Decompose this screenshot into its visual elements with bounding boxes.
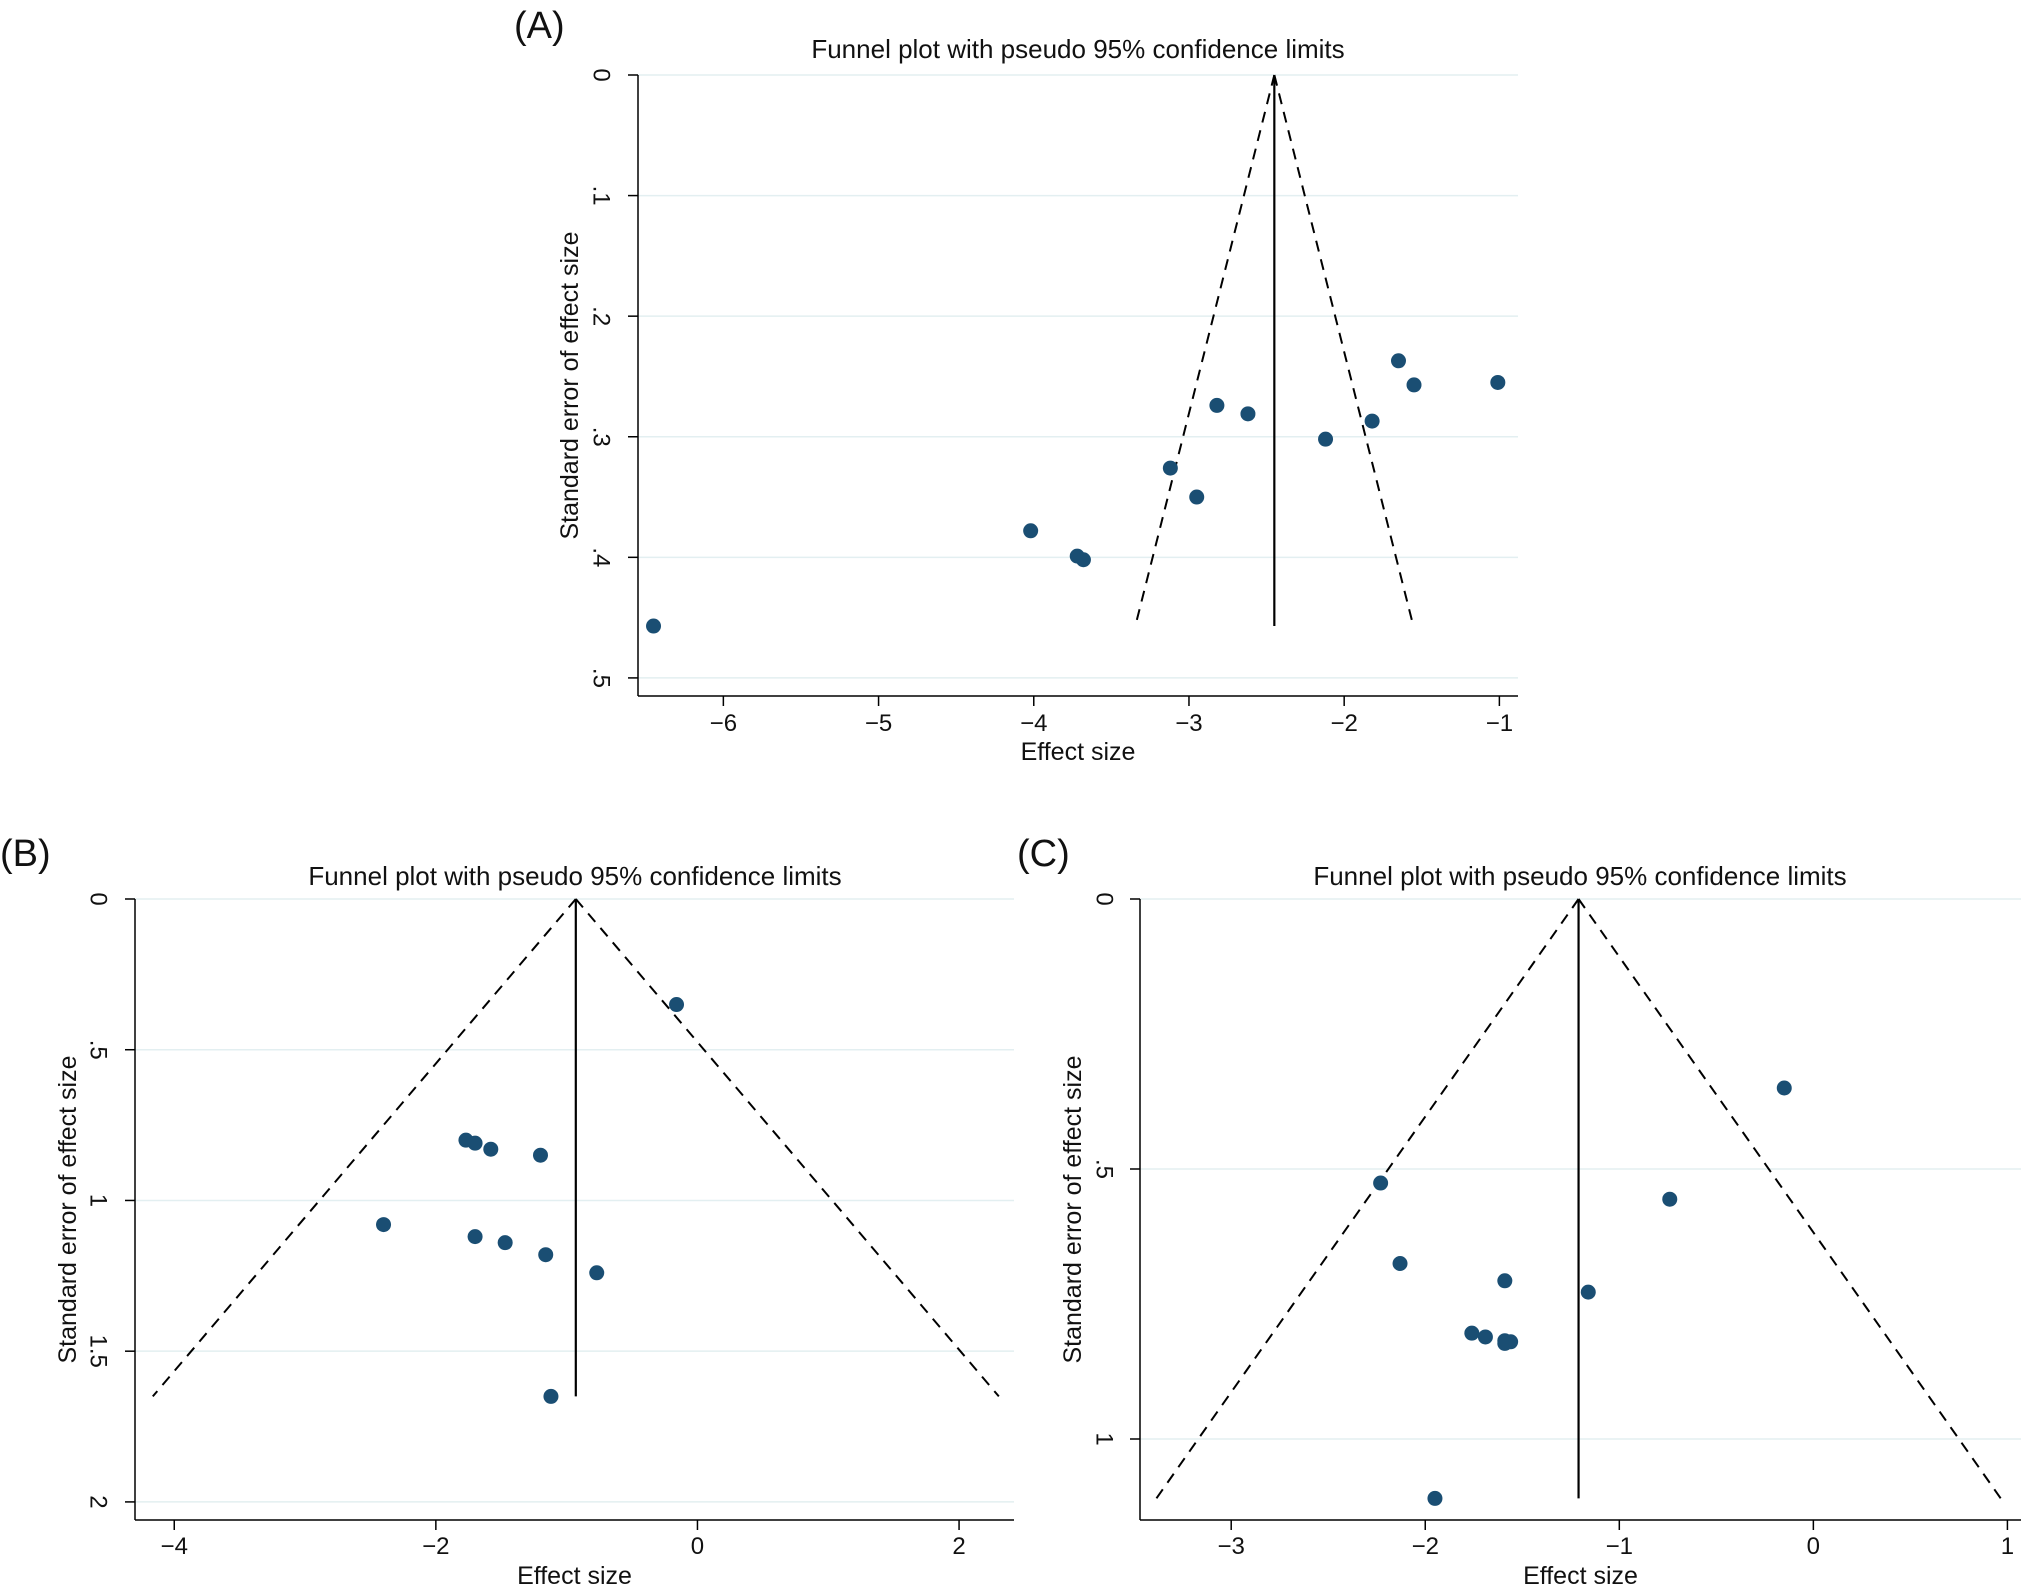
y-tick-label-a-5: .5 xyxy=(588,668,615,688)
ci-limit-right-c xyxy=(1577,898,2002,1499)
panel-a: 0 .1 .2 .3 .4 .5 −6 −5 −4 −3 −2 −1 Funnel plot with … xyxy=(514,5,1518,766)
x-tick-label-c-0: −3 xyxy=(1218,1533,1245,1560)
study-point-a-12 xyxy=(1490,374,1506,390)
study-point-a-3 xyxy=(1075,552,1091,568)
study-point-a-5 xyxy=(1189,489,1205,505)
x-tick-label-c-4: 1 xyxy=(2001,1533,2014,1560)
study-point-a-9 xyxy=(1364,413,1380,429)
study-point-c-2 xyxy=(1662,1191,1678,1207)
study-point-a-8 xyxy=(1318,431,1334,447)
y-tick-label-b-2: 1 xyxy=(85,1194,112,1207)
study-point-b-7 xyxy=(497,1235,513,1251)
y-tick-label-a-0: 0 xyxy=(588,68,615,81)
study-point-a-1 xyxy=(1023,523,1039,539)
study-point-c-4 xyxy=(1497,1273,1513,1289)
study-point-c-5 xyxy=(1580,1284,1596,1300)
study-point-b-0 xyxy=(669,997,685,1013)
x-tick-label-a-0: −6 xyxy=(710,710,737,737)
x-tick-label-a-2: −4 xyxy=(1020,710,1047,737)
y-axis-label-b: Standard error of effect size xyxy=(54,1055,82,1363)
x-tick-label-a-1: −5 xyxy=(865,710,892,737)
study-point-a-10 xyxy=(1390,353,1406,369)
y-tick-label-a-1: .1 xyxy=(588,186,615,206)
x-tick-label-a-3: −3 xyxy=(1175,710,1202,737)
y-axis-label-c: Standard error of effect size xyxy=(1059,1055,1087,1363)
study-point-b-6 xyxy=(467,1229,483,1245)
study-point-b-10 xyxy=(543,1388,559,1404)
study-point-a-6 xyxy=(1209,397,1225,413)
ci-limit-left-b xyxy=(152,898,577,1398)
y-axis-label-a: Standard error of effect size xyxy=(556,231,584,539)
panel-c: 0 .5 1 −3 −2 −1 0 1 Funnel plot with pseudo 95% … xyxy=(1017,833,2021,1590)
study-point-a-11 xyxy=(1406,377,1422,393)
y-tick-label-c-2: 1 xyxy=(1091,1432,1118,1445)
ci-limit-left-a xyxy=(1134,74,1276,627)
study-point-a-7 xyxy=(1240,406,1256,422)
x-tick-label-a-4: −2 xyxy=(1330,710,1357,737)
study-point-c-11 xyxy=(1427,1490,1443,1506)
study-point-b-3 xyxy=(483,1141,499,1157)
study-point-c-7 xyxy=(1477,1329,1493,1345)
study-point-c-3 xyxy=(1392,1256,1408,1271)
x-tick-label-b-2: 0 xyxy=(691,1533,704,1560)
y-tick-label-b-1: .5 xyxy=(85,1040,112,1060)
y-tick-label-c-1: .5 xyxy=(1091,1159,1118,1179)
y-tick-label-b-4: 2 xyxy=(85,1495,112,1508)
panel-label-a: (A) xyxy=(514,5,565,47)
x-axis-label-b: Effect size xyxy=(517,1562,632,1590)
ci-limit-right-b xyxy=(575,898,1000,1398)
x-tick-label-a-5: −1 xyxy=(1486,710,1513,737)
study-point-c-6 xyxy=(1464,1325,1480,1341)
y-tick-label-c-0: 0 xyxy=(1091,892,1118,905)
x-tick-label-c-3: 0 xyxy=(1807,1533,1820,1560)
chart-title-a: Funnel plot with pseudo 95% confidence l… xyxy=(811,34,1344,64)
x-tick-label-c-2: −1 xyxy=(1606,1533,1633,1560)
panel-label-b: (B) xyxy=(0,833,51,875)
y-tick-label-b-3: 1.5 xyxy=(85,1334,112,1367)
x-axis-label-a: Effect size xyxy=(1021,738,1136,766)
y-tick-label-a-2: .2 xyxy=(588,306,615,326)
panel-b: 0 .5 1 1.5 2 −4 −2 0 2 Funnel plot with pseudo 95… xyxy=(0,833,1014,1590)
chart-title-b: Funnel plot with pseudo 95% confidence l… xyxy=(308,861,841,891)
study-point-c-10 xyxy=(1497,1335,1513,1351)
ci-limit-left-c xyxy=(1155,898,1580,1499)
study-point-b-8 xyxy=(538,1247,554,1263)
study-point-b-4 xyxy=(532,1147,548,1163)
study-point-a-4 xyxy=(1162,460,1178,476)
chart-title-c: Funnel plot with pseudo 95% confidence l… xyxy=(1313,861,1846,891)
x-tick-label-b-0: −4 xyxy=(161,1533,188,1560)
ci-limit-right-a xyxy=(1273,74,1415,627)
study-point-b-5 xyxy=(376,1217,392,1233)
y-tick-label-b-0: 0 xyxy=(85,892,112,905)
study-point-b-2 xyxy=(467,1135,483,1151)
panel-label-c: (C) xyxy=(1017,833,1070,875)
study-point-c-0 xyxy=(1776,1080,1792,1096)
study-point-a-0 xyxy=(646,618,662,634)
x-tick-label-b-1: −2 xyxy=(422,1533,449,1560)
x-tick-label-c-1: −2 xyxy=(1412,1533,1439,1560)
study-point-c-1 xyxy=(1373,1175,1389,1191)
x-tick-label-b-3: 2 xyxy=(952,1533,965,1560)
y-tick-label-a-3: .3 xyxy=(588,427,615,447)
y-tick-label-a-4: .4 xyxy=(588,547,615,567)
x-axis-label-c: Effect size xyxy=(1523,1562,1638,1590)
study-point-b-9 xyxy=(589,1265,605,1281)
